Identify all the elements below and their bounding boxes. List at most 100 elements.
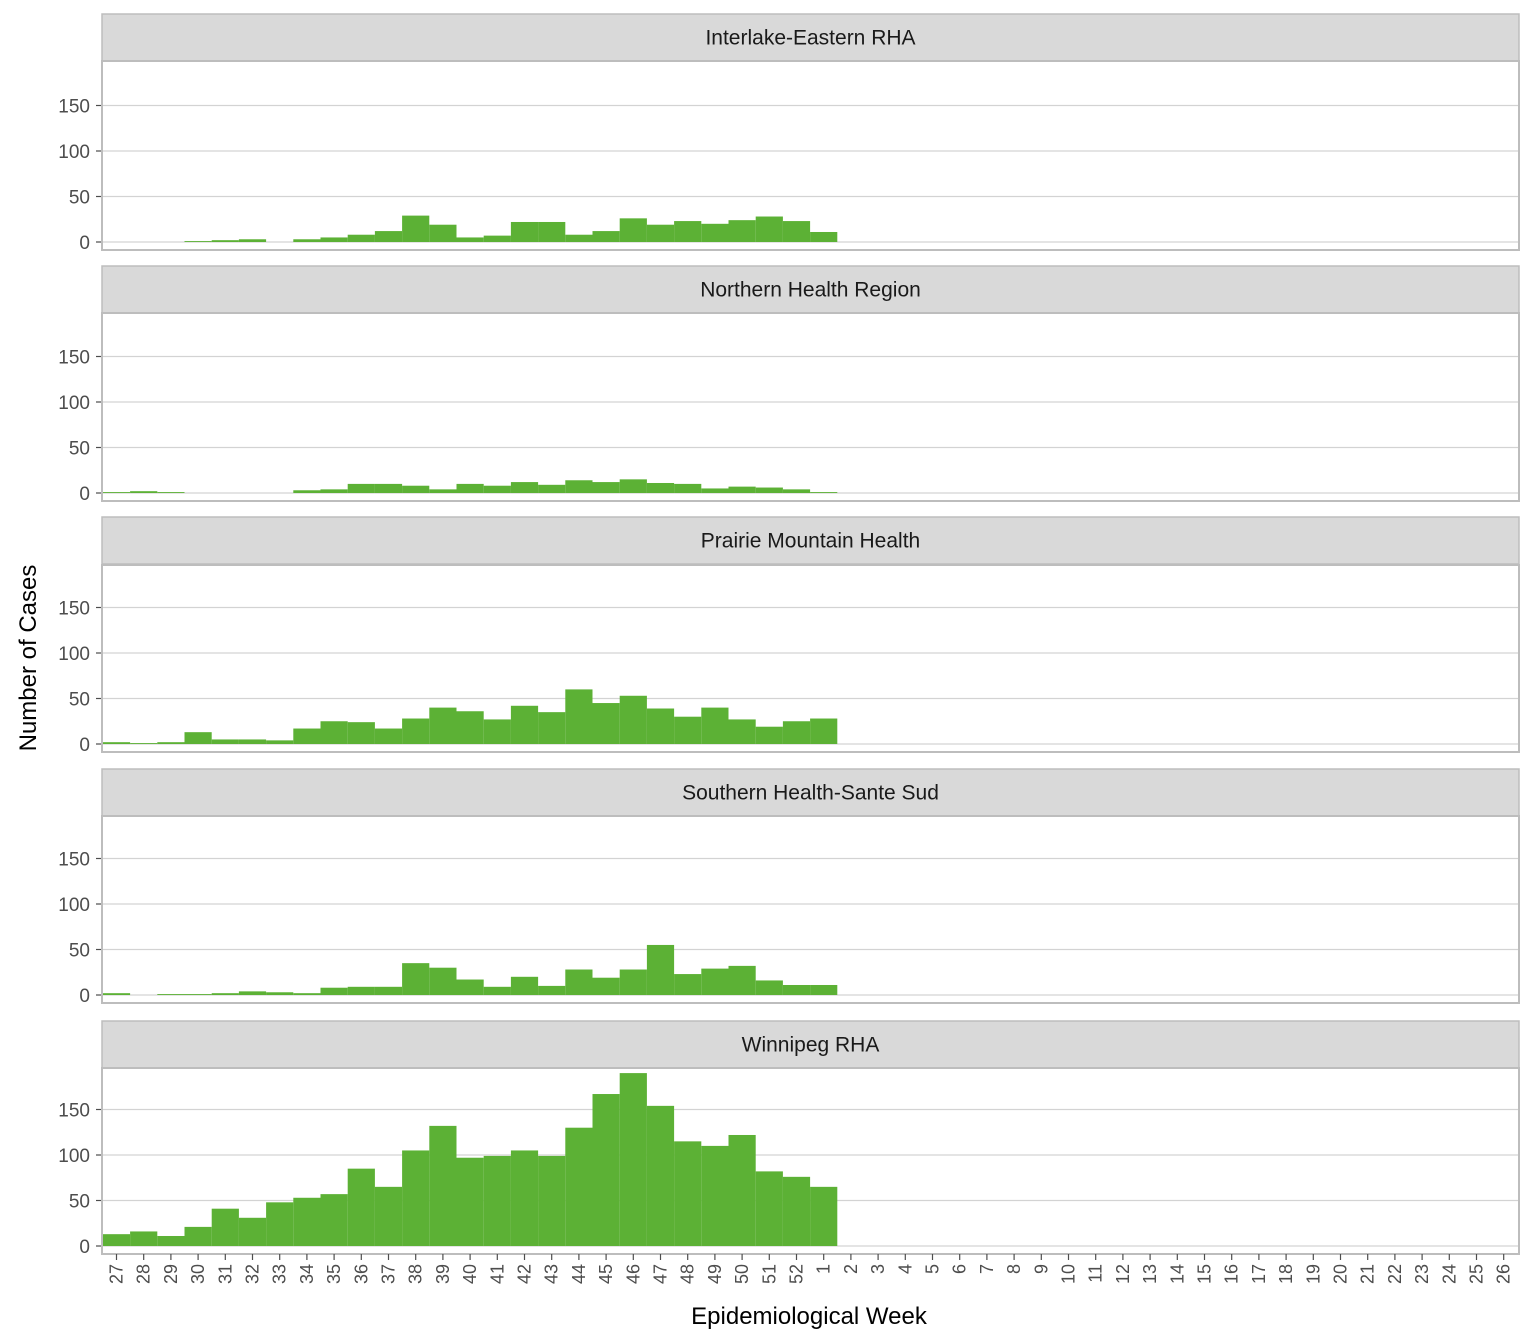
bar-39: [429, 1125, 457, 1246]
bar-37: [374, 231, 403, 242]
bar-31: [211, 240, 239, 242]
bar-1: [810, 231, 838, 242]
bar-48: [674, 974, 702, 995]
x-tick-label: 23: [1412, 1264, 1432, 1284]
panel-4: Winnipeg RHA 0 50 100 150: [58, 1020, 1520, 1258]
x-tick-label: 52: [787, 1264, 807, 1284]
bar-40: [456, 1157, 484, 1246]
x-tick-label: 37: [379, 1264, 399, 1284]
bar-40: [456, 237, 484, 242]
bar-51: [755, 216, 783, 242]
bar-52: [782, 721, 811, 744]
bar-49: [701, 223, 729, 242]
bar-46: [619, 1073, 647, 1246]
bar-52: [782, 489, 811, 493]
bar-29: [157, 492, 185, 493]
x-tick-label: 25: [1467, 1264, 1487, 1284]
x-tick-label: 27: [107, 1264, 127, 1284]
x-tick-label: 12: [1113, 1264, 1133, 1284]
x-tick-label: 39: [433, 1264, 453, 1284]
x-tick-label: 46: [623, 1264, 643, 1284]
bar-36: [347, 234, 375, 242]
bar-42: [510, 221, 539, 242]
bar-44: [565, 969, 593, 995]
y-tick-label: 150: [58, 850, 90, 871]
bar-27: [102, 742, 131, 744]
x-tick-label: 17: [1249, 1264, 1269, 1284]
bar-44: [565, 234, 593, 242]
x-tick-label: 49: [705, 1264, 725, 1284]
bar-51: [755, 726, 783, 744]
y-axis-title: Number of Cases: [15, 565, 42, 752]
bar-29: [157, 742, 185, 744]
bar-41: [483, 485, 511, 493]
facet-strip: [101, 1020, 1520, 1069]
y-tick-label: 50: [69, 690, 90, 711]
x-tick-label: 3: [868, 1264, 888, 1274]
bar-43: [538, 484, 566, 493]
x-tick-label: 5: [923, 1264, 943, 1274]
y-tick-label: 50: [69, 1192, 90, 1213]
bar-36: [347, 1168, 375, 1246]
bar-28: [130, 1231, 158, 1246]
bar-29: [157, 994, 185, 995]
bar-46: [619, 969, 647, 995]
panel-background: [102, 61, 1519, 250]
x-tick-label: 40: [460, 1264, 480, 1284]
bar-36: [347, 483, 375, 493]
bar-52: [782, 984, 811, 995]
bar-28: [130, 743, 158, 744]
x-tick-label: 34: [297, 1264, 317, 1284]
bar-38: [402, 1150, 430, 1246]
facet-strip: [101, 13, 1520, 62]
bar-42: [510, 1150, 539, 1246]
bar-37: [374, 483, 403, 493]
bar-50: [728, 1134, 756, 1246]
bar-48: [674, 221, 702, 242]
bar-52: [782, 221, 811, 242]
y-tick-label: 100: [58, 644, 90, 665]
bar-36: [347, 986, 375, 995]
x-tick-label: 35: [324, 1264, 344, 1284]
panel-border: [101, 60, 1520, 251]
y-tick-label: 50: [69, 188, 90, 209]
bar-31: [211, 993, 239, 995]
bar-50: [728, 486, 756, 493]
bar-36: [347, 722, 375, 744]
bar-27: [102, 1234, 131, 1246]
bar-35: [320, 237, 348, 242]
bar-47: [646, 708, 675, 744]
y-tick-label: 0: [79, 1237, 90, 1258]
bar-31: [211, 739, 239, 744]
bar-45: [592, 231, 620, 242]
x-tick-label: 48: [678, 1264, 698, 1284]
facet-title: Southern Health-Sante Sud: [682, 782, 939, 805]
bar-52: [782, 1176, 811, 1246]
x-tick-label: 47: [651, 1264, 671, 1284]
x-tick-label: 51: [759, 1264, 779, 1284]
x-tick-label: 10: [1059, 1264, 1079, 1284]
bar-39: [429, 707, 457, 744]
bar-32: [238, 991, 267, 995]
bar-29: [157, 1235, 185, 1246]
y-tick-label: 150: [58, 599, 90, 620]
bar-47: [646, 944, 675, 995]
bar-35: [320, 721, 348, 744]
bar-39: [429, 224, 457, 242]
x-tick-label: 42: [515, 1264, 535, 1284]
bar-34: [293, 239, 321, 242]
bar-40: [456, 979, 484, 995]
bar-30: [184, 1226, 212, 1246]
facet-title: Northern Health Region: [700, 279, 921, 302]
bar-48: [674, 483, 702, 493]
x-tick-label: 26: [1494, 1264, 1514, 1284]
bar-48: [674, 1141, 702, 1246]
bar-43: [538, 221, 566, 242]
bar-46: [619, 479, 647, 493]
bar-45: [592, 977, 620, 995]
bar-43: [538, 985, 566, 995]
bar-35: [320, 987, 348, 995]
bar-41: [483, 1155, 511, 1246]
y-tick-label: 100: [58, 1146, 90, 1167]
